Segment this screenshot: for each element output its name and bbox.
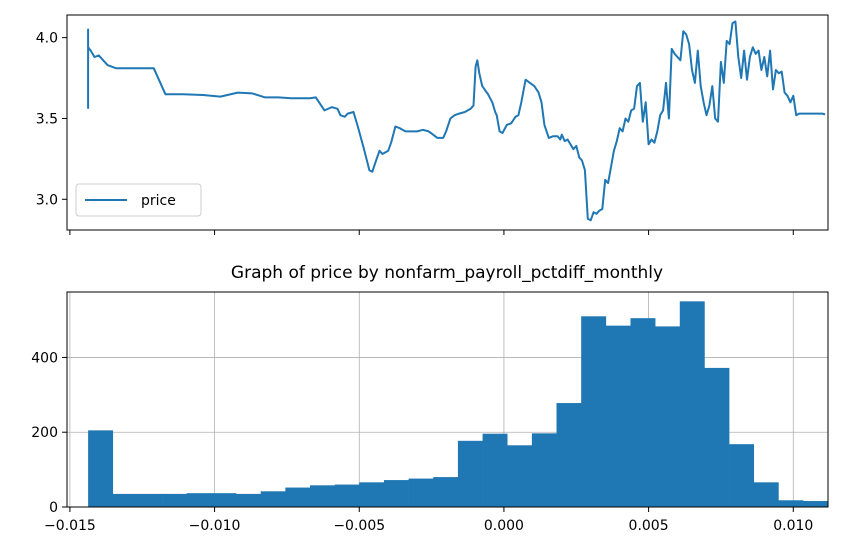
bottom-y-tick-label: 0: [49, 500, 58, 516]
histogram-bar: [359, 482, 385, 507]
histogram-bar: [679, 301, 705, 507]
histogram-bar: [655, 326, 681, 507]
histogram-bar: [581, 316, 607, 507]
top-y-tick-label: 3.5: [36, 111, 58, 127]
bottom-y-tick-label: 200: [31, 425, 58, 441]
top-y-tick-label: 3.0: [36, 192, 58, 208]
histogram-bar: [285, 487, 311, 507]
histogram-bar: [383, 480, 409, 507]
histogram-bar: [211, 493, 237, 507]
histogram-bar: [605, 325, 631, 507]
bottom-x-tick-label: −0.005: [333, 518, 385, 534]
histogram-chart: Graph of price by nonfarm_payroll_pctdif…: [31, 263, 829, 534]
price-series-line: [87, 20, 826, 222]
bottom-plot-frame: [66, 291, 829, 508]
histogram-bar: [482, 433, 508, 507]
legend: price: [75, 183, 202, 217]
legend-label-price: price: [141, 193, 176, 209]
bottom-x-tick-label: 0.010: [773, 518, 813, 534]
histogram-bar: [753, 482, 779, 507]
bottom-x-tick-label: −0.010: [189, 518, 241, 534]
histogram-bar: [162, 493, 188, 507]
histogram-bar: [310, 485, 335, 507]
bottom-x-tick-label: −0.015: [44, 518, 96, 534]
histogram-bar: [704, 367, 730, 507]
histogram-bar: [260, 491, 286, 507]
histogram-bar: [334, 484, 360, 507]
histogram-bar: [531, 433, 557, 507]
histogram-bar: [556, 403, 582, 507]
histogram-title: Graph of price by nonfarm_payroll_pctdif…: [231, 263, 663, 283]
histogram-bar: [186, 493, 212, 507]
top-axis-ticks: 3.0 3.5 4.0: [36, 31, 794, 235]
bottom-x-tick-label: 0.005: [629, 518, 669, 534]
histogram-bar: [88, 430, 114, 507]
top-y-tick-label: 4.0: [36, 31, 58, 47]
histogram-bar: [457, 440, 483, 507]
top-plot-frame: [66, 14, 829, 231]
bottom-y-tick-label: 400: [31, 350, 58, 366]
histogram-bar: [112, 493, 138, 507]
histogram-bar: [803, 501, 829, 507]
bottom-axis-ticks: 0 200 400 −0.015 −0.010 −0.005 0.000 0.005 0.010: [31, 350, 813, 534]
legend-box: [75, 183, 202, 217]
histogram-bar: [236, 493, 261, 507]
histogram-bar: [433, 477, 459, 507]
bottom-x-tick-label: 0.000: [484, 518, 524, 534]
histogram-bar: [729, 444, 755, 507]
histogram-bar: [408, 478, 434, 507]
histogram-bar: [630, 318, 656, 507]
histogram-bar: [507, 445, 533, 507]
histogram-bars: [88, 301, 829, 507]
histogram-bar: [778, 500, 804, 507]
histogram-bar: [137, 493, 163, 507]
price-line-chart: 3.0 3.5 4.0 price: [36, 14, 829, 235]
